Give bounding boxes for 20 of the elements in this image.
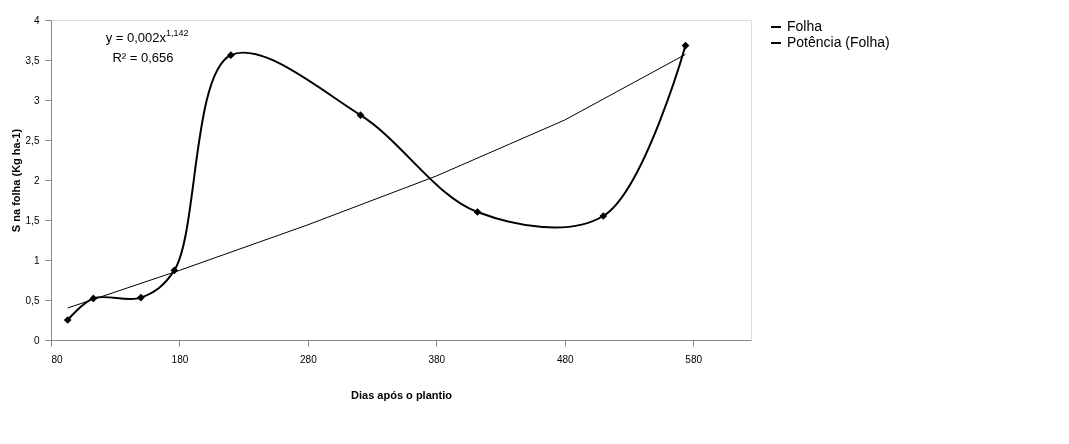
legend-label: Potência (Folha)	[787, 34, 890, 50]
y-tick-label: 3,5	[25, 54, 40, 66]
y-tick-label: 0	[33, 334, 40, 346]
x-axis-title: Dias após o plantio	[351, 388, 453, 401]
x-tick-label: 180	[171, 353, 189, 365]
x-tick-label: 580	[685, 353, 703, 365]
y-tick-label: 1	[33, 254, 40, 266]
legend-label: Folha	[787, 18, 823, 34]
annotation: R² = 0,656	[112, 50, 174, 65]
y-tick-label: 2	[33, 174, 40, 186]
y-tick-label: 1,5	[25, 214, 40, 226]
y-tick-label: 4	[33, 14, 40, 26]
x-tick-label: 380	[428, 353, 446, 365]
y-tick-label: 2,5	[25, 134, 40, 146]
y-tick-label: 0,5	[25, 294, 40, 306]
y-tick-label: 3	[33, 94, 40, 106]
x-tick-label: 480	[556, 353, 575, 365]
x-tick-label: 80	[51, 353, 64, 365]
y-axis-title: S na folha (Kg ha-1)	[9, 128, 22, 233]
x-tick-label: 280	[300, 353, 318, 365]
